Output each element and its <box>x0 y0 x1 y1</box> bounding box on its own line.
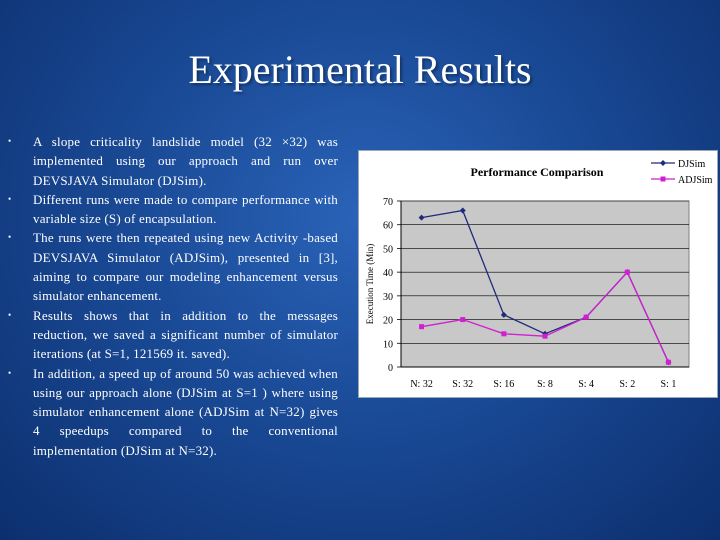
y-tick-label: 10 <box>383 339 393 350</box>
x-tick-label: S: 32 <box>452 379 473 390</box>
data-point-djsim <box>418 214 425 221</box>
bullet-text: In addition, a speed up of around 50 was… <box>33 365 338 458</box>
x-tick-label: S: 16 <box>493 379 514 390</box>
bullet-item: • Different runs were made to compare per… <box>8 190 338 229</box>
bullet-icon: • <box>8 309 12 320</box>
x-tick-label: S: 4 <box>578 379 594 390</box>
y-axis-label: Execution Time (Min) <box>365 244 375 325</box>
bullet-text: The runs were then repeated using new Ac… <box>33 230 338 304</box>
data-point-adjsim <box>542 333 548 339</box>
x-tick-label: S: 1 <box>661 379 677 390</box>
y-tick-label: 40 <box>383 268 393 279</box>
plot-area <box>400 200 690 368</box>
y-tick-label: 60 <box>383 221 393 232</box>
x-tick-label: S: 8 <box>537 379 553 390</box>
x-tick-label: N: 32 <box>410 379 433 390</box>
x-tick-label: S: 2 <box>619 379 635 390</box>
y-tick-label: 30 <box>383 292 393 303</box>
chart-title: Performance Comparison <box>471 165 604 179</box>
bullet-icon: • <box>8 193 12 204</box>
data-point-djsim <box>459 207 466 214</box>
legend-label: ADJSim <box>678 175 713 186</box>
y-tick-label: 70 <box>383 197 393 208</box>
bullet-item: • Results shows that in addition to the m… <box>8 306 338 364</box>
data-point-adjsim <box>419 324 425 330</box>
data-point-adjsim <box>583 314 589 320</box>
bullet-text: A slope criticality landslide model (32 … <box>33 134 338 188</box>
bullet-list: • A slope criticality landslide model (32… <box>8 132 338 460</box>
bullet-item: • A slope criticality landslide model (32… <box>8 132 338 190</box>
y-tick-label: 50 <box>383 244 393 255</box>
bullet-item: • In addition, a speed up of around 50 wa… <box>8 364 338 460</box>
y-tick-label: 0 <box>388 363 393 374</box>
data-point-djsim <box>500 311 507 318</box>
bullet-icon: • <box>8 232 12 243</box>
data-point-adjsim <box>460 317 466 323</box>
y-tick-label: 20 <box>383 316 393 327</box>
slide-title: Experimental Results <box>188 47 532 92</box>
bullet-icon: • <box>8 367 12 378</box>
data-point-adjsim <box>624 269 630 275</box>
legend-label: DJSim <box>678 159 705 170</box>
legend-marker <box>660 160 666 166</box>
performance-chart: 0 10 20 30 40 50 60 70 N: 32 S: 32 S: 16 S: 8 S: 4 S:… <box>358 150 718 398</box>
data-point-adjsim <box>501 331 507 337</box>
bullet-text: Different runs were made to compare perf… <box>33 191 338 227</box>
data-point-adjsim <box>665 359 671 365</box>
chart-svg: 0 10 20 30 40 50 60 70 N: 32 S: 32 S: 16 S: 8 S: 4 S:… <box>365 159 713 390</box>
bullet-item: • The runs were then repeated using new A… <box>8 228 338 305</box>
bullet-icon: • <box>8 136 12 146</box>
bullet-text: Results shows that in addition to the me… <box>33 307 338 362</box>
legend-marker <box>660 176 666 182</box>
